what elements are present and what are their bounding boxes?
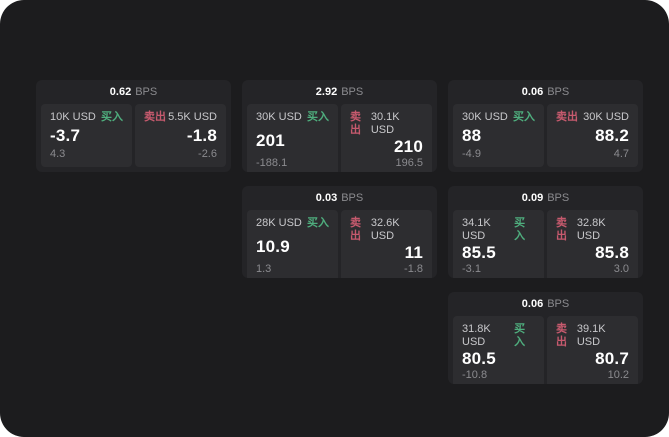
sell-sub-value: -1.8 (404, 263, 423, 275)
bps-header: 0.06 BPS (448, 80, 643, 104)
sell-panel[interactable]: 卖出 30.1K USD 210 196.5 (341, 104, 432, 172)
bps-suffix: BPS (547, 298, 570, 310)
sell-label: 卖出 (144, 111, 166, 123)
sell-sub-value: -2.6 (198, 148, 217, 160)
buy-value: 85.5 (462, 243, 496, 262)
buy-panel[interactable]: 30K USD 买入 201 -188.1 (247, 104, 338, 172)
buy-sub-value: -3.1 (462, 263, 481, 275)
buy-label: 买入 (307, 217, 329, 229)
buy-panel[interactable]: 30K USD 买入 88 -4.9 (453, 104, 544, 167)
buy-panel[interactable]: 28K USD 买入 10.9 1.3 (247, 210, 338, 278)
buy-value: 80.5 (462, 349, 496, 368)
buy-label: 买入 (514, 323, 526, 348)
sell-value: 80.7 (595, 349, 629, 368)
sell-sub-value: 196.5 (395, 157, 423, 169)
buy-amount: 30K USD (462, 111, 508, 123)
buy-value: -3.7 (50, 126, 81, 145)
sell-amount: 30.1K USD (370, 111, 400, 136)
sell-panel[interactable]: 卖出 5.5K USD -1.8 -2.6 (135, 104, 226, 167)
bps-value: 0.03 (315, 192, 338, 204)
bps-header: 0.09 BPS (448, 186, 643, 210)
bps-header: 2.92 BPS (242, 80, 437, 104)
buy-label: 买入 (513, 111, 535, 123)
buy-sub-value: -188.1 (256, 157, 288, 169)
quote-card[interactable]: 2.92 BPS 30K USD 买入 201 -188.1 卖出 30.1K … (242, 80, 437, 172)
sell-amount: 30K USD (583, 111, 629, 123)
buy-label: 买入 (514, 217, 526, 242)
buy-amount: 31.8K USD (462, 323, 491, 348)
sell-label: 卖出 (350, 111, 361, 136)
sell-sub-value: 10.2 (607, 369, 629, 381)
bps-value: 0.62 (109, 86, 132, 98)
bps-header: 0.62 BPS (36, 80, 231, 104)
buy-label: 买入 (101, 111, 123, 123)
bps-suffix: BPS (547, 86, 570, 98)
sell-value: -1.8 (186, 126, 217, 145)
bps-value: 0.09 (521, 192, 544, 204)
bps-value: 0.06 (521, 298, 544, 310)
quote-cards-grid: 0.62 BPS 10K USD 买入 -3.7 4.3 卖出 5.5K USD (36, 80, 643, 384)
buy-value: 88 (462, 126, 482, 145)
sell-label: 卖出 (556, 217, 567, 242)
sell-label: 卖出 (556, 323, 567, 348)
sell-value: 85.8 (595, 243, 629, 262)
buy-sub-value: 1.3 (256, 263, 272, 275)
buy-amount: 28K USD (256, 217, 302, 229)
buy-label: 买入 (307, 111, 329, 123)
buy-amount: 34.1K USD (462, 217, 491, 242)
buy-sub-value: 4.3 (50, 148, 66, 160)
buy-amount: 30K USD (256, 111, 302, 123)
sell-value: 11 (404, 243, 423, 262)
quote-card[interactable]: 0.06 BPS 31.8K USD 买入 80.5 -10.8 卖出 39.1… (448, 292, 643, 384)
quote-card[interactable]: 0.09 BPS 34.1K USD 买入 85.5 -3.1 卖出 32.8K… (448, 186, 643, 278)
sell-label: 卖出 (556, 111, 578, 123)
sell-panel[interactable]: 卖出 30K USD 88.2 4.7 (547, 104, 638, 167)
bps-suffix: BPS (341, 192, 364, 204)
buy-panel[interactable]: 10K USD 买入 -3.7 4.3 (41, 104, 132, 167)
sell-panel[interactable]: 卖出 32.6K USD 11 -1.8 (341, 210, 432, 278)
sell-panel[interactable]: 卖出 32.8K USD 85.8 3.0 (547, 210, 638, 278)
sell-sub-value: 3.0 (613, 263, 629, 275)
bps-value: 2.92 (315, 86, 338, 98)
buy-value: 10.9 (256, 236, 290, 256)
bps-value: 0.06 (521, 86, 544, 98)
sell-amount: 32.8K USD (576, 217, 606, 242)
sell-label: 卖出 (350, 217, 361, 242)
sell-panel[interactable]: 卖出 39.1K USD 80.7 10.2 (547, 316, 638, 384)
buy-panel[interactable]: 31.8K USD 买入 80.5 -10.8 (453, 316, 544, 384)
quote-card[interactable]: 0.62 BPS 10K USD 买入 -3.7 4.3 卖出 5.5K USD (36, 80, 231, 172)
bps-header: 0.03 BPS (242, 186, 437, 210)
bps-suffix: BPS (135, 86, 158, 98)
bps-suffix: BPS (547, 192, 570, 204)
buy-sub-value: -10.8 (462, 369, 488, 381)
buy-amount: 10K USD (50, 111, 96, 123)
buy-value: 201 (256, 130, 285, 150)
quote-card[interactable]: 0.06 BPS 30K USD 买入 88 -4.9 卖出 30K USD (448, 80, 643, 172)
buy-panel[interactable]: 34.1K USD 买入 85.5 -3.1 (453, 210, 544, 278)
sell-amount: 39.1K USD (576, 323, 606, 348)
sell-amount: 5.5K USD (168, 111, 217, 123)
quote-card[interactable]: 0.03 BPS 28K USD 买入 10.9 1.3 卖出 32.6K US… (242, 186, 437, 278)
sell-sub-value: 4.7 (613, 148, 629, 160)
sell-value: 210 (394, 137, 423, 156)
buy-sub-value: -4.9 (462, 148, 481, 160)
sell-value: 88.2 (595, 126, 629, 145)
bps-header: 0.06 BPS (448, 292, 643, 316)
bps-suffix: BPS (341, 86, 364, 98)
sell-amount: 32.6K USD (370, 217, 400, 242)
